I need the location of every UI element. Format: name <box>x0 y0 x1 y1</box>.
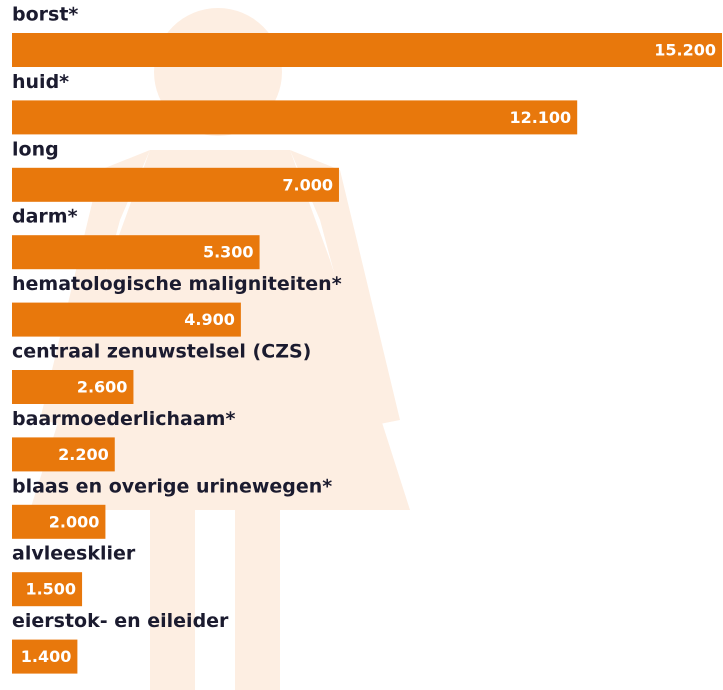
value-label: 2.600 <box>77 378 128 397</box>
category-label: long <box>12 138 59 160</box>
bar <box>12 33 722 67</box>
value-label: 12.100 <box>509 108 571 127</box>
value-label: 2.000 <box>49 512 100 531</box>
value-label: 1.400 <box>21 647 72 666</box>
category-label: baarmoederlichaam* <box>12 408 235 430</box>
value-label: 2.200 <box>58 445 109 464</box>
category-label: blaas en overige urinewegen* <box>12 475 332 497</box>
value-label: 5.300 <box>203 243 254 262</box>
chart: borst* 15.200 huid* 12.100 long 7.000 darm* 5.3… <box>0 0 723 690</box>
category-label: eierstok- en eileider <box>12 610 229 632</box>
value-label: 4.900 <box>184 310 235 329</box>
category-label: hematologische maligniteiten* <box>12 273 342 295</box>
value-label: 15.200 <box>654 41 716 60</box>
value-label: 1.500 <box>25 580 76 599</box>
category-label: alvleesklier <box>12 543 136 565</box>
value-label: 7.000 <box>282 175 333 194</box>
category-label: huid* <box>12 71 69 93</box>
category-label: borst* <box>12 4 78 26</box>
bar <box>12 100 577 134</box>
category-label: centraal zenuwstelsel (CZS) <box>12 341 311 363</box>
category-label: darm* <box>12 206 78 228</box>
